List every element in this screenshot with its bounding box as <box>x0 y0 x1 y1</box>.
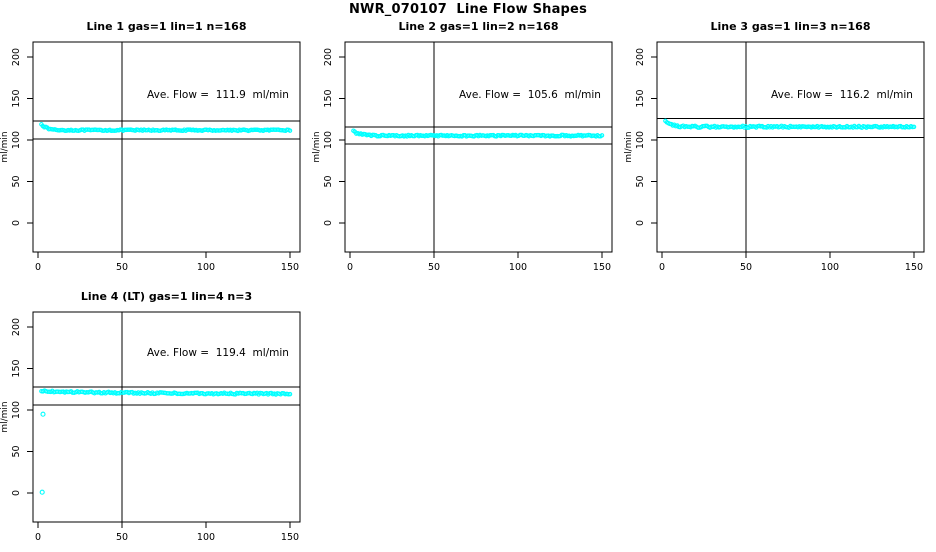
flow-data-points <box>351 128 605 139</box>
panel-line-1-plot: 0 50 100 150 0 50 100 150 200 ml/min <box>0 41 301 273</box>
y-tick-label: 0 <box>635 220 646 226</box>
y-tick-label: 150 <box>635 89 646 107</box>
panel-line-1: Line 1 gas=1 lin=1 n=168 Ave. Flow = 111… <box>0 20 312 282</box>
x-tick-label: 150 <box>905 262 923 273</box>
axes <box>27 56 291 258</box>
x-tick-label: 50 <box>116 262 128 273</box>
panel-line-4-title: Line 4 (LT) gas=1 lin=4 n=3 <box>80 290 253 303</box>
y-tick-label: 0 <box>323 220 334 226</box>
reference-lines <box>33 312 300 522</box>
panel-line-2-title: Line 2 gas=1 lin=2 n=168 <box>398 20 559 33</box>
reference-lines <box>33 42 300 252</box>
panel-line-3-plot: 0 50 100 150 0 50 100 150 200 ml/min <box>624 41 925 273</box>
panel-line-2-ave-flow-annotation: Ave. Flow = 105.6 ml/min <box>459 89 601 101</box>
panel-line-1-ave-flow-annotation: Ave. Flow = 111.9 ml/min <box>147 89 289 101</box>
x-tick-label: 100 <box>821 262 839 273</box>
panel-line-3-ave-flow-annotation: Ave. Flow = 116.2 ml/min <box>771 89 913 101</box>
y-tick-label: 100 <box>11 401 22 419</box>
flow-data-points <box>663 118 917 130</box>
y-tick-label: 100 <box>11 131 22 149</box>
axis-labels: 0 50 100 150 0 50 100 150 200 ml/min <box>0 48 299 273</box>
axes <box>27 326 291 528</box>
x-tick-label: 50 <box>116 532 128 543</box>
x-tick-label: 0 <box>659 262 665 273</box>
axis-labels: 0 50 100 150 0 50 100 150 200 ml/min <box>624 48 923 273</box>
y-axis-title: ml/min <box>624 131 634 162</box>
reference-lines <box>345 42 612 252</box>
axis-labels: 0 50 100 150 0 50 100 150 200 ml/min <box>312 48 611 273</box>
panel-line-4-ave-flow-annotation: Ave. Flow = 119.4 ml/min <box>147 347 289 359</box>
x-tick-label: 50 <box>428 262 440 273</box>
y-tick-label: 200 <box>11 318 22 336</box>
x-tick-label: 100 <box>197 532 215 543</box>
x-tick-label: 150 <box>593 262 611 273</box>
y-tick-label: 150 <box>11 359 22 377</box>
y-tick-label: 50 <box>11 445 22 457</box>
flow-data-points <box>39 388 293 495</box>
x-tick-label: 50 <box>740 262 752 273</box>
panel-line-2: Line 2 gas=1 lin=2 n=168 Ave. Flow = 105… <box>312 20 624 282</box>
plot-box <box>344 41 613 253</box>
x-tick-label: 150 <box>281 532 299 543</box>
x-tick-label: 0 <box>347 262 353 273</box>
y-tick-label: 0 <box>11 220 22 226</box>
plot-box <box>32 41 301 253</box>
y-tick-label: 100 <box>635 131 646 149</box>
outlier-point <box>40 411 46 417</box>
y-axis-title: ml/min <box>312 131 322 162</box>
y-axis-title: ml/min <box>0 131 10 162</box>
plot-box <box>32 311 301 523</box>
flow-data-points <box>39 122 293 134</box>
panel-line-3-title: Line 3 gas=1 lin=3 n=168 <box>710 20 871 33</box>
y-tick-label: 50 <box>11 175 22 187</box>
x-tick-label: 150 <box>281 262 299 273</box>
y-tick-label: 150 <box>323 89 334 107</box>
y-tick-label: 200 <box>323 48 334 66</box>
page-title: NWR_070107 Line Flow Shapes <box>348 2 588 17</box>
x-tick-label: 100 <box>197 262 215 273</box>
y-tick-label: 0 <box>11 490 22 496</box>
y-tick-label: 50 <box>323 175 334 187</box>
y-tick-label: 150 <box>11 89 22 107</box>
plot-box <box>656 41 925 253</box>
y-tick-label: 200 <box>635 48 646 66</box>
y-tick-label: 50 <box>635 175 646 187</box>
panel-line-4-plot: 0 50 100 150 0 50 100 150 200 ml/min <box>0 311 301 543</box>
panel-line-3: Line 3 gas=1 lin=3 n=168 Ave. Flow = 116… <box>624 20 936 282</box>
axes <box>651 56 915 258</box>
panel-line-2-plot: 0 50 100 150 0 50 100 150 200 ml/min <box>312 41 613 273</box>
x-tick-label: 0 <box>35 262 41 273</box>
panel-line-1-title: Line 1 gas=1 lin=1 n=168 <box>86 20 247 33</box>
axis-labels: 0 50 100 150 0 50 100 150 200 ml/min <box>0 318 299 543</box>
y-tick-label: 200 <box>11 48 22 66</box>
panel-line-4: Line 4 (LT) gas=1 lin=4 n=3 Ave. Flow = … <box>0 290 312 552</box>
reference-lines <box>657 42 924 252</box>
y-axis-title: ml/min <box>0 401 10 432</box>
x-tick-label: 100 <box>509 262 527 273</box>
x-tick-label: 0 <box>35 532 41 543</box>
outlier-point <box>39 489 45 495</box>
y-tick-label: 100 <box>323 131 334 149</box>
axes <box>339 56 603 258</box>
